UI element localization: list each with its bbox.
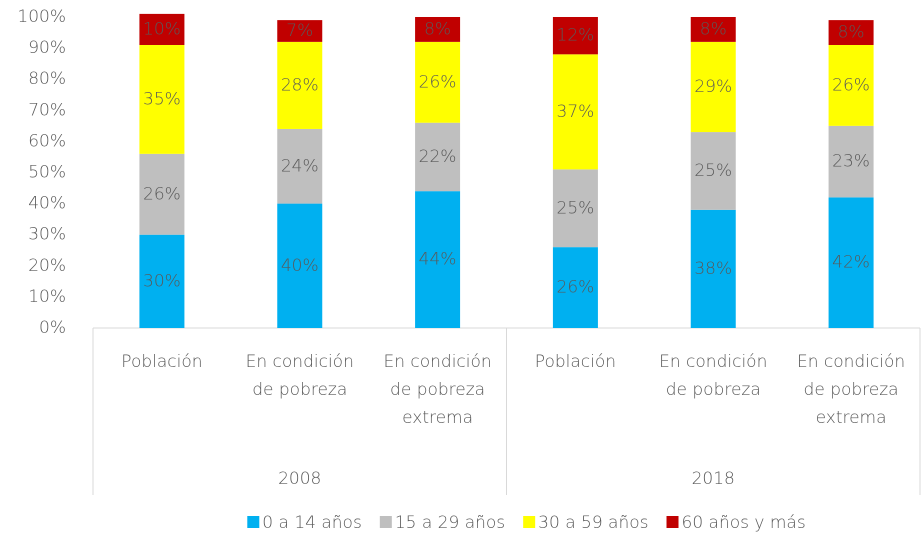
value-label: 35% (143, 89, 181, 109)
value-label: 26% (557, 278, 595, 298)
x-tick-label: Población (535, 352, 616, 372)
value-label: 26% (832, 75, 870, 95)
group-label: 2018 (692, 469, 735, 489)
bar-segment (828, 125, 874, 198)
y-tick-label: 100% (17, 7, 66, 27)
y-tick-label: 70% (28, 100, 66, 120)
bar-segment (415, 191, 461, 328)
x-tick-label: En condición (797, 352, 905, 372)
bar-segment (415, 17, 461, 42)
value-label: 44% (419, 250, 457, 270)
bar-segment (139, 153, 185, 235)
bar-segment (828, 44, 874, 126)
value-label: 7% (286, 21, 313, 41)
x-tick-label: de pobreza (252, 380, 347, 400)
bar-segment (277, 128, 323, 204)
value-label: 38% (694, 259, 732, 279)
legend-label: 60 años y más (682, 513, 806, 533)
bar-segment (552, 247, 598, 328)
bar-segment (415, 122, 461, 192)
y-tick-label: 60% (28, 131, 66, 151)
value-label: 12% (557, 26, 595, 46)
bar-segment (690, 209, 736, 328)
y-tick-label: 10% (28, 287, 66, 307)
y-tick-label: 30% (28, 225, 66, 245)
bar-segment (552, 54, 598, 170)
y-tick-label: 40% (28, 194, 66, 214)
value-label: 28% (281, 75, 319, 95)
bar-segment (690, 132, 736, 210)
value-label: 25% (694, 161, 732, 181)
x-tick-label: Población (121, 352, 202, 372)
legend-swatch (247, 516, 260, 528)
bar-segment (828, 20, 874, 45)
value-label: 8% (700, 19, 727, 39)
bar-segment (277, 203, 323, 328)
bar-segment (828, 197, 874, 328)
value-label: 40% (281, 256, 319, 276)
value-label: 8% (424, 19, 451, 39)
x-tick-label: de pobreza (390, 380, 485, 400)
value-label: 23% (832, 152, 870, 172)
x-tick-label: En condición (246, 352, 354, 372)
legend-label: 30 a 59 años (538, 513, 648, 533)
value-label: 29% (694, 77, 732, 97)
bar-segment (139, 13, 185, 45)
value-label: 22% (419, 147, 457, 167)
legend-swatch (379, 516, 392, 528)
y-tick-label: 0% (39, 318, 66, 338)
value-label: 42% (832, 253, 870, 273)
y-tick-label: 50% (28, 163, 66, 183)
y-tick-label: 90% (28, 38, 66, 58)
value-label: 37% (557, 102, 595, 122)
bar-segment (277, 20, 323, 42)
bar-segment (139, 44, 185, 154)
bar-segment (139, 234, 185, 328)
legend-swatch (523, 516, 536, 528)
y-tick-label: 80% (28, 69, 66, 89)
value-label: 25% (557, 198, 595, 218)
value-label: 10% (143, 19, 181, 39)
value-label: 8% (838, 23, 865, 43)
bar-segment (277, 41, 323, 129)
value-label: 30% (143, 271, 181, 291)
legend-label: 0 a 14 años (262, 513, 362, 533)
x-tick-label: extrema (816, 408, 887, 428)
x-tick-label: de pobreza (804, 380, 899, 400)
group-label: 2008 (278, 469, 321, 489)
x-tick-label: extrema (402, 408, 473, 428)
value-label: 26% (143, 184, 181, 204)
bar-segment (552, 17, 598, 55)
x-tick-label: En condición (659, 352, 767, 372)
y-tick-label: 20% (28, 256, 66, 276)
value-label: 26% (419, 72, 457, 92)
legend-swatch (666, 516, 679, 528)
bar-segment (690, 41, 736, 133)
x-tick-label: En condición (383, 352, 491, 372)
x-tick-label: de pobreza (666, 380, 761, 400)
legend-label: 15 a 29 años (395, 513, 505, 533)
value-label: 24% (281, 156, 319, 176)
bar-segment (690, 17, 736, 42)
bar-segment (415, 41, 461, 123)
bar-segment (552, 169, 598, 248)
